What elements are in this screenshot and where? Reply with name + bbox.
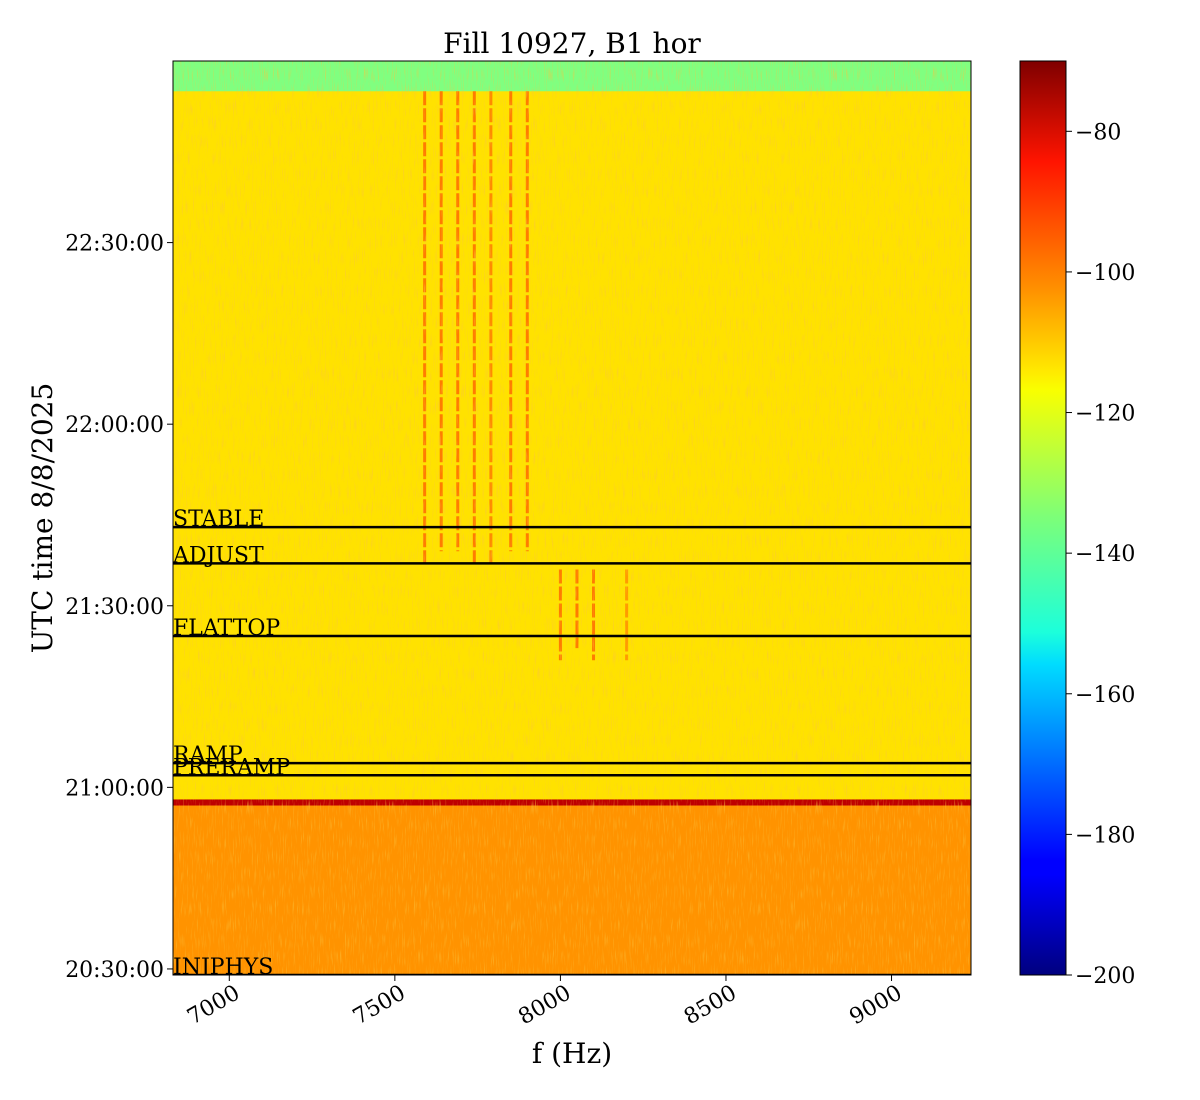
y-tick-label: 20:30:00 [65,958,164,983]
beam-mode-label: INJPHYS [173,955,273,980]
colorbar-tick-label: −160 [1075,683,1135,708]
y-tick-label: 21:30:00 [65,595,164,620]
plot-frame [172,60,972,976]
y-tick-label: 22:30:00 [65,232,164,257]
colorbar-gradient [1019,60,1067,976]
colorbar-tick-label: −140 [1075,542,1135,567]
y-axis-label: UTC time 8/8/2025 [26,383,59,654]
beam-mode-label: PRERAMP [173,755,290,780]
y-tick-label: 21:00:00 [65,776,164,801]
x-tick-label: 9000 [846,981,907,1031]
x-tick-label: 8500 [680,981,741,1031]
colorbar-tick-label: −180 [1075,823,1135,848]
colorbar: −80 −100 −120 −140 −160 −180 −200 [1019,60,1135,989]
colorbar-tick-label: −80 [1075,120,1121,145]
colorbar-tick-label: −120 [1075,402,1135,427]
colorbar-ticks: −80 −100 −120 −140 −160 −180 −200 [1066,120,1135,989]
y-axis: 20:30:00 21:00:00 21:30:00 22:00:00 22:30:00 [65,232,173,983]
x-tick-label: 7500 [349,981,410,1031]
beam-mode-label: FLATTOP [173,616,280,641]
chart-title: Fill 10927, B1 hor [443,27,701,60]
x-tick-label: 8000 [514,981,575,1031]
beam-mode-label: ADJUST [172,543,264,568]
y-tick-label: 22:00:00 [65,413,164,438]
x-axis-label: f (Hz) [532,1037,612,1070]
beam-mode-label: STABLE [173,507,264,532]
colorbar-tick-label: −200 [1075,964,1135,989]
beam-mode-label: RAMP [173,743,243,768]
colorbar-tick-label: −100 [1075,261,1135,286]
noise-texture [173,61,971,975]
x-tick-label: 7000 [183,981,244,1031]
x-axis: 7000 7500 8000 8500 9000 [183,975,907,1031]
